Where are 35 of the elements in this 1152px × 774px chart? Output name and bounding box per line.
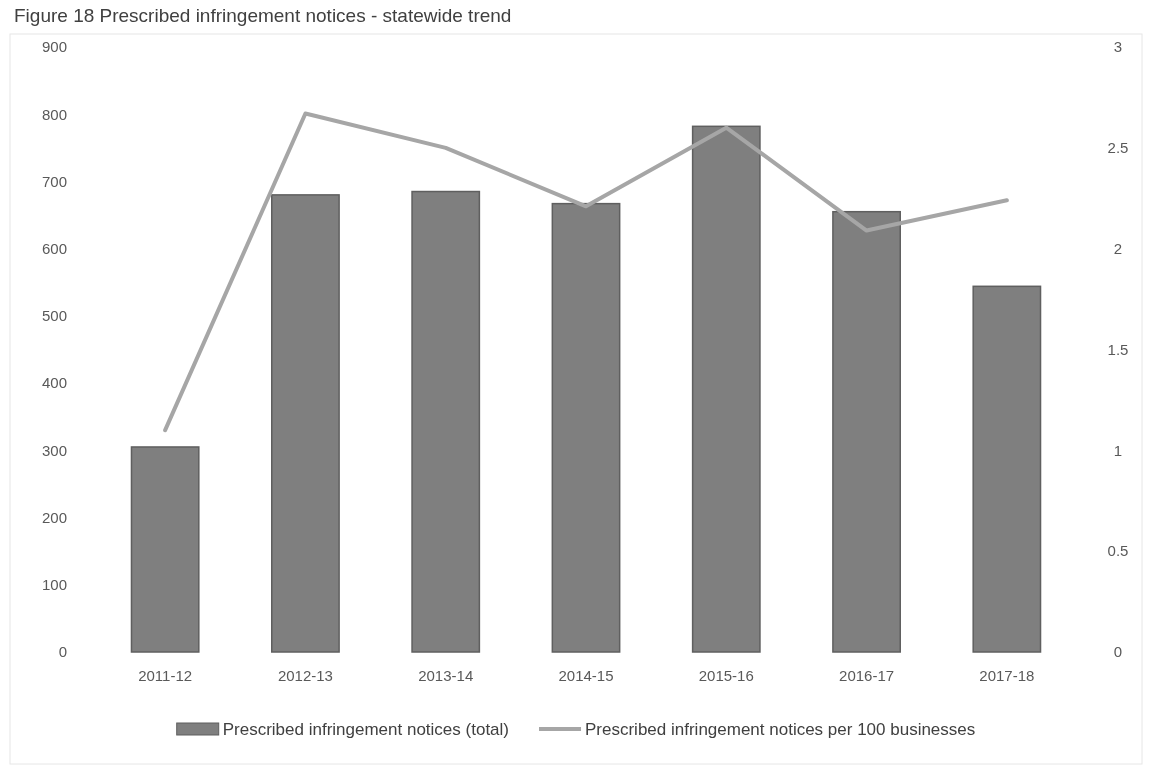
legend-label: Prescribed infringement notices (total) <box>222 720 510 739</box>
bar <box>271 194 340 653</box>
x-tick-label: 2013-14 <box>418 666 474 684</box>
y-tick-label: 900 <box>41 38 67 56</box>
y-tick-label: 200 <box>41 508 67 526</box>
legend-label: Prescribed infringement notices per 100 businesses <box>585 720 976 739</box>
x-tick-label: 2012-13 <box>277 666 333 684</box>
y-tick-label: 800 <box>41 105 67 123</box>
y-tick-label: 100 <box>41 576 67 594</box>
bar <box>551 202 621 653</box>
x-tick-label: 2014-15 <box>558 666 614 684</box>
y-tick-label: 700 <box>41 172 67 190</box>
y-tick-label: 500 <box>41 307 67 325</box>
y2-tick-label: 3 <box>1113 38 1123 56</box>
y-tick-label: 600 <box>41 239 67 257</box>
y-tick-label: 0 <box>58 643 67 661</box>
bar <box>832 210 901 653</box>
x-tick-label: 2017-18 <box>979 666 1035 684</box>
x-tick-label: 2015-16 <box>698 666 754 684</box>
y-tick-label: 300 <box>41 441 67 459</box>
bar <box>411 190 481 653</box>
bar <box>972 285 1042 653</box>
y-tick-label: 400 <box>41 374 67 392</box>
line-series <box>163 111 1009 433</box>
chart-title: Figure 18 Prescribed infringement notices - statewide trend <box>14 5 512 26</box>
x-tick-label: 2016-17 <box>839 666 895 684</box>
y2-tick-label: 0.5 <box>1107 542 1129 560</box>
bar <box>691 125 761 653</box>
x-tick-label: 2011-12 <box>138 666 193 684</box>
y2-tick-label: 2.5 <box>1107 139 1129 157</box>
y2-tick-label: 1 <box>1113 441 1123 459</box>
y2-tick-label: 1.5 <box>1107 340 1129 358</box>
y2-tick-label: 0 <box>1113 643 1123 661</box>
y2-tick-label: 2 <box>1113 239 1123 257</box>
bar <box>130 446 200 653</box>
